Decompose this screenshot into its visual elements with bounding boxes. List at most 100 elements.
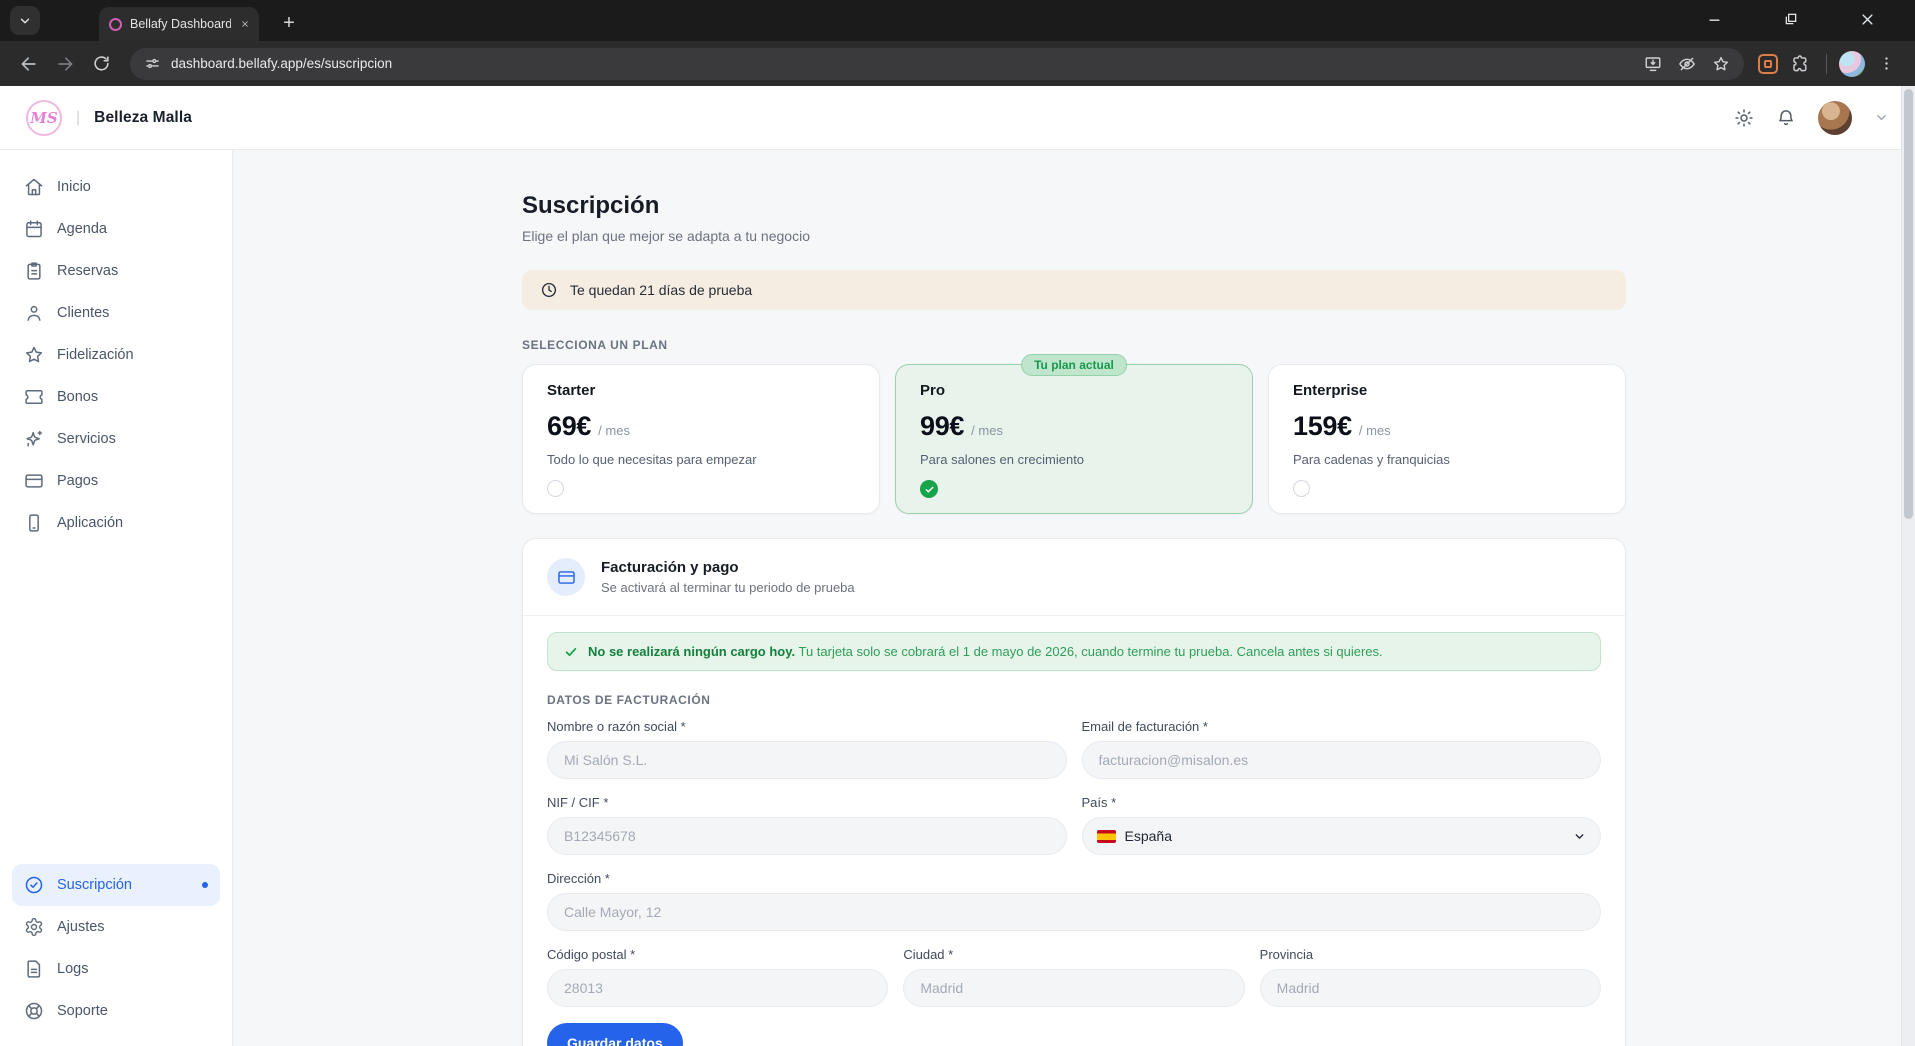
sidebar-item-inicio[interactable]: Inicio [12,166,220,208]
kebab-menu-icon [1884,57,1888,70]
lifebuoy-icon [25,1002,43,1020]
sidebar-item-label: Soporte [57,1003,108,1019]
sidebar-item-soporte[interactable]: Soporte [12,990,220,1032]
browser-profile-avatar[interactable] [1839,50,1865,77]
profile-chevron-down-icon[interactable] [1874,110,1889,125]
notifications-bell-icon[interactable] [1776,108,1796,128]
field-label: Nombre o razón social * [547,719,686,734]
billing-icon-circle [547,558,585,596]
plan-card-starter[interactable]: Starter 69€ / mes Todo lo que necesitas … [522,364,880,514]
user-avatar[interactable] [1818,100,1852,135]
sidebar-item-fidelizacion[interactable]: Fidelización [12,334,220,376]
sparkles-icon [26,430,43,447]
page-scrollbar[interactable] [1901,86,1915,1046]
plan-card-enterprise[interactable]: Enterprise 159€ / mes Para cadenas y fra… [1268,364,1626,514]
page-title: Suscripción [522,192,660,219]
site-settings-icon[interactable] [144,55,161,72]
sidebar-item-reservas[interactable]: Reservas [12,250,220,292]
plan-period: / mes [598,423,630,438]
eye-off-icon[interactable] [1678,55,1696,73]
billing-data-section-label: DATOS DE FACTURACIÓN [547,693,711,707]
main-content: Suscripción Elige el plan que mejor se a… [233,150,1915,1046]
zip-input[interactable] [547,969,889,1007]
new-tab-button[interactable]: + [283,12,295,34]
header-divider: | [76,108,81,126]
plan-description: Para salones en crecimiento [920,452,1085,467]
plan-radio-starter[interactable] [547,480,564,497]
sidebar-item-aplicacion[interactable]: Aplicación [12,502,220,544]
puzzle-icon [1792,55,1807,72]
sidebar-item-label: Clientes [57,305,110,321]
sidebar-item-bonos[interactable]: Bonos [12,376,220,418]
sidebar-item-label: Suscripción [57,877,132,893]
nif-input[interactable] [547,817,1067,855]
plan-radio-pro-selected[interactable] [920,480,938,498]
browser-toolbar: dashboard.bellafy.app/es/suscripcion [0,41,1915,86]
window-minimize-button[interactable] [1707,12,1722,27]
url-text[interactable]: dashboard.bellafy.app/es/suscripcion [171,56,393,71]
sidebar-item-servicios[interactable]: Servicios [12,418,220,460]
plan-description: Todo lo que necesitas para empezar [547,452,757,467]
toolbar-divider [1826,53,1827,74]
sidebar-item-logs[interactable]: Logs [12,948,220,990]
chevron-down-icon [20,18,30,23]
forward-button[interactable] [50,49,80,79]
bookmark-star-icon[interactable] [1712,55,1730,73]
sidebar-item-label: Agenda [57,221,107,237]
install-app-icon[interactable] [1644,55,1662,73]
field-zip: Código postal * [547,947,889,1007]
clipboard-icon [27,262,41,280]
trial-alert-text: Te quedan 21 días de prueba [570,282,753,298]
field-billing-email: Email de facturación * [1081,719,1601,779]
credit-card-icon [25,474,43,488]
address-bar[interactable]: dashboard.bellafy.app/es/suscripcion [130,47,1744,80]
window-restore-button[interactable] [1784,12,1798,26]
billing-card: Facturación y pago Se activará al termin… [522,538,1626,1046]
plans-section-label: SELECCIONA UN PLAN [522,338,668,352]
sidebar-item-clientes[interactable]: Clientes [12,292,220,334]
company-name-input[interactable] [547,741,1067,779]
province-input[interactable] [1259,969,1601,1007]
browser-tab[interactable]: Bellafy Dashboard [99,7,259,41]
trial-alert: Te quedan 21 días de prueba [522,270,1626,310]
city-input[interactable] [903,969,1245,1007]
billing-form: Nombre o razón social * Email de factura… [547,719,1601,1007]
field-address: Dirección * [547,871,1601,931]
sidebar-item-label: Reservas [57,263,119,279]
page-subtitle: Elige el plan que mejor se adapta a tu n… [522,228,810,244]
sidebar-item-suscripcion[interactable]: Suscripción [12,864,220,906]
check-icon [565,647,577,656]
browser-menu-button[interactable] [1871,49,1901,79]
country-select[interactable]: España [1081,817,1601,855]
field-nif: NIF / CIF * [547,795,1067,855]
sidebar-item-label: Aplicación [57,515,124,531]
no-charge-notice: No se realizará ningún cargo hoy. Tu tar… [547,632,1601,671]
extensions-button[interactable] [1784,49,1814,79]
plan-name: Enterprise [1293,382,1368,399]
star-icon [25,346,43,363]
sidebar-item-pagos[interactable]: Pagos [12,460,220,502]
back-icon [21,56,36,71]
home-icon [25,178,43,196]
sidebar-item-ajustes[interactable]: Ajustes [12,906,220,948]
tab-close-icon[interactable] [239,18,251,30]
plan-card-pro[interactable]: Tu plan actual Pro 99€ / mes Para salone… [895,354,1253,514]
save-button[interactable]: Guardar datos [547,1023,683,1046]
billing-title: Facturación y pago [601,559,739,576]
address-input[interactable] [547,893,1601,931]
window-close-button[interactable] [1860,12,1875,27]
scrollbar-thumb[interactable] [1904,89,1913,519]
tab-search-button[interactable] [10,6,40,35]
theme-toggle-sun-icon[interactable] [1734,108,1754,128]
sidebar-item-agenda[interactable]: Agenda [12,208,220,250]
plan-radio-enterprise[interactable] [1293,480,1310,497]
sidebar-item-label: Logs [57,961,89,977]
sidebar-item-label: Fidelización [57,347,134,363]
tab-title: Bellafy Dashboard [130,17,231,31]
field-company-name: Nombre o razón social * [547,719,1067,779]
billing-card-header: Facturación y pago Se activará al termin… [523,539,1625,616]
billing-email-input[interactable] [1081,741,1601,779]
back-button[interactable] [14,49,44,79]
reload-button[interactable] [86,49,116,79]
extension-orange-icon[interactable] [1758,53,1778,74]
